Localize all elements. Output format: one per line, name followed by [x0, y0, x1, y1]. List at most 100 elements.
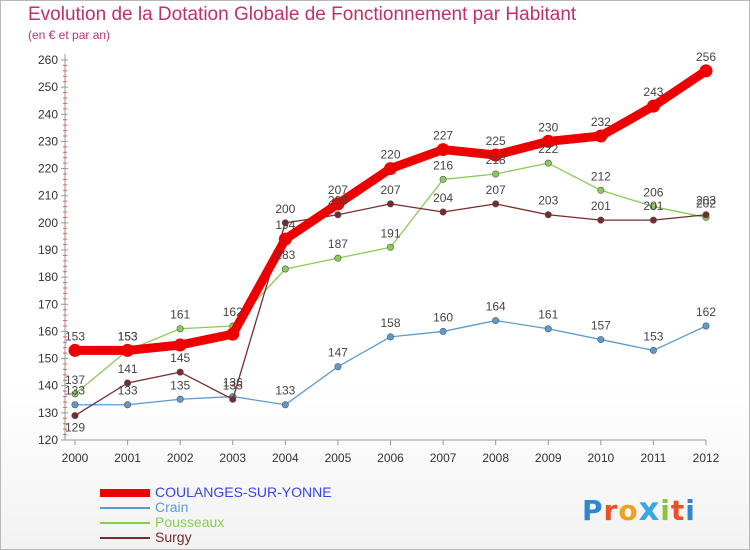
data-label: 141 [118, 362, 138, 376]
data-label: 243 [643, 85, 663, 99]
logo-letter: t [670, 494, 686, 527]
data-label: 133 [118, 384, 138, 398]
data-point [439, 327, 447, 335]
y-tick-label: 190 [38, 243, 58, 257]
logo-letter: x [638, 490, 661, 528]
proxiti-logo: Proxiti [582, 490, 696, 528]
data-label: 161 [170, 308, 190, 322]
data-point [124, 401, 132, 409]
logo-letter: P [582, 494, 604, 527]
x-tick-label: 2001 [114, 451, 141, 465]
data-label: 204 [433, 191, 453, 205]
data-label: 161 [538, 308, 558, 322]
data-label: 207 [328, 183, 348, 197]
data-point [597, 216, 605, 224]
data-label: 164 [486, 300, 506, 314]
data-label: 135 [223, 378, 243, 392]
data-point [173, 338, 187, 352]
y-tick-label: 200 [38, 216, 58, 230]
data-label: 220 [380, 148, 400, 162]
data-point [331, 197, 345, 211]
data-point [334, 254, 342, 262]
data-point [334, 211, 342, 219]
y-tick-label: 140 [38, 379, 58, 393]
data-point [124, 379, 132, 387]
data-point [492, 317, 500, 325]
data-point [699, 64, 713, 78]
data-point [176, 368, 184, 376]
legend-swatch [100, 537, 150, 539]
legend-swatch [100, 507, 150, 509]
y-tick-label: 170 [38, 297, 58, 311]
x-tick-label: 2012 [693, 451, 720, 465]
data-label: 133 [65, 384, 85, 398]
data-label: 153 [65, 329, 85, 343]
chart-title: Evolution de la Dotation Globale de Fonc… [28, 4, 577, 25]
data-label: 136 [223, 376, 243, 390]
data-point [544, 159, 552, 167]
data-point [594, 129, 608, 143]
y-tick-label: 260 [38, 53, 58, 67]
data-label: 129 [65, 421, 85, 435]
logo-letter: i [685, 494, 696, 527]
legend-swatch [100, 522, 150, 524]
data-label: 153 [643, 329, 663, 343]
data-label: 218 [486, 153, 506, 167]
data-point [71, 412, 79, 420]
data-point [541, 134, 555, 148]
legend-label: Crain [155, 499, 189, 515]
data-label: 203 [328, 194, 348, 208]
x-tick-label: 2006 [377, 451, 404, 465]
data-label: 232 [591, 115, 611, 129]
data-point [702, 322, 710, 330]
data-label: 207 [486, 183, 506, 197]
legend-label: Surgy [155, 529, 192, 545]
y-tick-label: 230 [38, 134, 58, 148]
data-label: 227 [433, 129, 453, 143]
logo-letter: o [618, 494, 639, 527]
data-label: 160 [433, 310, 453, 324]
data-point [386, 200, 394, 208]
y-tick-label: 180 [38, 270, 58, 284]
legend-label: Pousseaux [155, 514, 225, 530]
x-tick-label: 2010 [587, 451, 614, 465]
data-label: 133 [275, 384, 295, 398]
data-point [386, 333, 394, 341]
data-point [226, 327, 240, 341]
x-tick-label: 2011 [641, 451, 667, 465]
data-label: 153 [118, 329, 138, 343]
data-label: 162 [223, 305, 243, 319]
x-tick-label: 2002 [167, 451, 194, 465]
data-point [384, 162, 397, 176]
data-point [597, 336, 605, 344]
data-point [68, 343, 82, 357]
data-label: 158 [380, 316, 400, 330]
logo-letter: i [660, 494, 671, 527]
data-point [71, 401, 79, 409]
x-tick-label: 2008 [482, 451, 509, 465]
y-tick-label: 250 [38, 80, 58, 94]
chart-subtitle: (en € et par an) [28, 28, 111, 42]
data-point [281, 401, 289, 409]
data-point [71, 390, 79, 398]
x-tick-label: 2000 [62, 451, 89, 465]
data-label: 183 [275, 248, 295, 262]
data-label: 202 [696, 196, 716, 210]
data-point [649, 346, 657, 354]
y-tick-label: 150 [38, 352, 58, 366]
data-label: 216 [433, 158, 453, 172]
data-point [702, 211, 710, 219]
data-label: 200 [275, 202, 295, 216]
data-label: 135 [170, 378, 190, 392]
data-point [281, 219, 289, 227]
data-label: 194 [275, 218, 295, 232]
data-label: 201 [643, 199, 663, 213]
legend-label: COULANGES-SUR-YONNE [155, 484, 332, 500]
data-point [597, 186, 605, 194]
data-point [646, 99, 660, 113]
data-point [436, 143, 450, 157]
data-label: 203 [538, 194, 558, 208]
data-label: 147 [328, 346, 348, 360]
data-point [229, 395, 237, 403]
